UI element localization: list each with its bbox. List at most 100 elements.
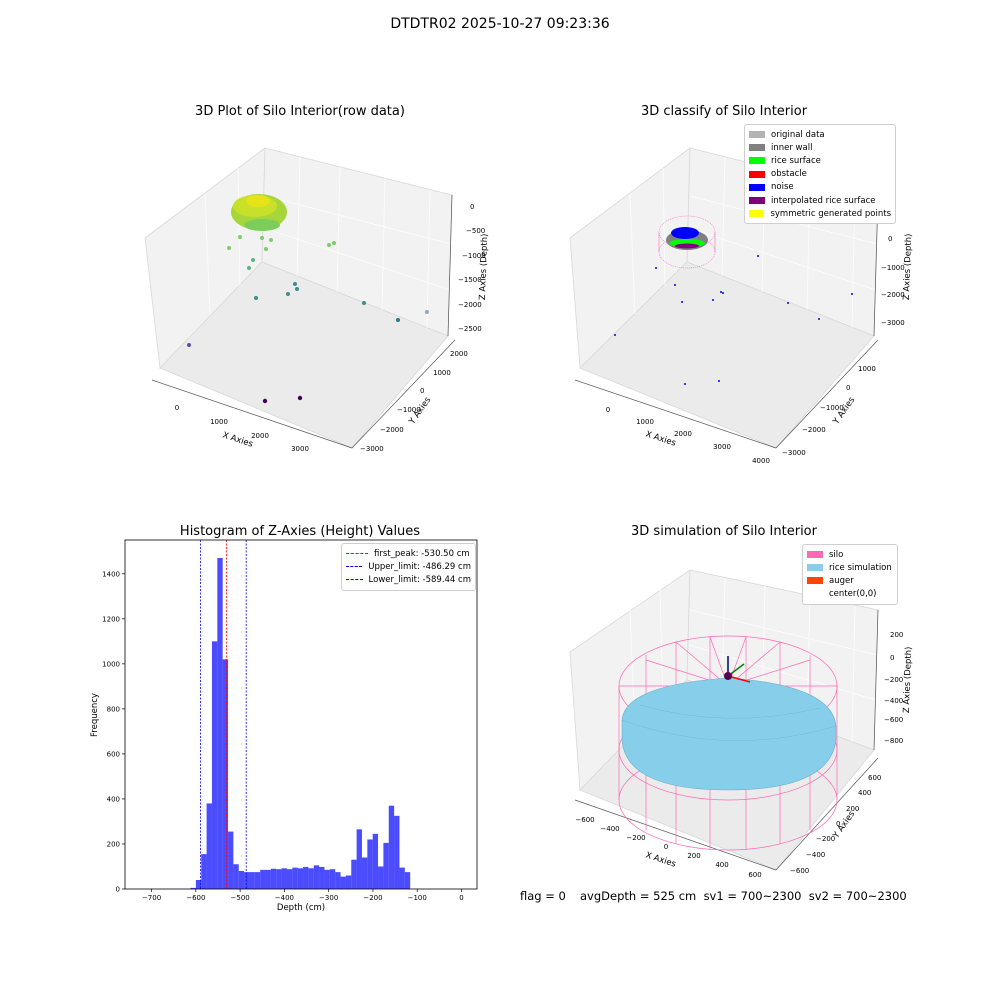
histogram-bar [265,869,271,889]
simulation-z-tick: −800 [884,737,903,745]
x-tick-label: −300 [319,894,338,902]
histogram-bar [399,867,405,889]
simulation-y-tick: 600 [868,774,881,782]
histogram-bar [190,887,196,889]
legend-entry: silo [807,548,893,561]
simulation-y-tick: −200 [816,835,835,843]
classify-x-tick: 1000 [636,418,654,426]
noise-point [722,292,724,294]
simulation-legend: silo rice simulation auger center(0,0) [802,544,898,605]
histogram-y-label: Frequency [90,693,100,737]
histogram-bar [297,868,304,889]
simulation-x-tick: 0 [664,843,668,851]
simulation-y-tick: −400 [806,851,825,859]
raw-point [260,236,264,240]
legend-label: first_peak: -530.50 cm [374,548,470,559]
y-tick-label: 800 [107,705,120,713]
legend-label: Lower_limit: -589.44 cm [368,574,471,585]
legend-label: original data [771,129,825,140]
raw-point [254,296,258,300]
histogram-x-label: Depth (cm) [277,903,325,913]
classify-y-tick: −2000 [802,426,826,434]
histogram-bar [292,867,298,889]
raw-point [262,398,268,404]
classify-z-tick: 0 [888,235,892,243]
histogram-bar [217,558,223,889]
noise-point [787,302,789,304]
simulation-x-tick: −600 [575,816,594,824]
y-tick-label: 400 [107,795,120,803]
legend-label: rice simulation [829,562,892,573]
legend-swatch [749,157,765,165]
legend-entry: first_peak: -530.50 cm [346,547,471,560]
legend-swatch [807,564,823,572]
histogram-legend: first_peak: -530.50 cm Upper_limit: -486… [341,543,476,591]
noise-point [851,293,853,295]
simulation-z-tick: 200 [890,631,903,639]
legend-swatch [749,131,765,139]
simulation-x-tick: −400 [600,825,619,833]
histogram-bar [195,879,202,889]
histogram-bar [345,875,352,889]
y-tick-label: 1000 [102,660,120,668]
noise-point [684,383,686,385]
histogram-bar [394,815,400,889]
histogram-bar [324,869,330,889]
raw-point [251,258,255,262]
classify-x-tick: 3000 [713,443,731,451]
classify-3d-plot: 0 1000 2000 3000 4000 1000 0 −1000 −2000… [569,147,914,465]
simulation-x-label: X Axies [644,850,677,869]
classify-x-tick: 4000 [752,457,770,465]
x-tick-label: −600 [186,894,205,902]
raw-plot-title: 3D Plot of Silo Interior(row data) [195,104,405,119]
y-tick-label: 1400 [102,570,120,578]
raw-x-tick: 3000 [291,445,309,453]
histogram-bar [388,805,395,889]
histogram-y-ticks: 0 200 400 600 800 1000 1200 1400 [102,570,125,894]
noise-point [757,255,759,257]
classify-legend: original data inner wall rice surface ob… [744,124,896,225]
legend-entry: rice surface [749,154,891,167]
raw-z-tick: −500 [466,227,485,235]
classify-noise-points [614,255,853,385]
simulation-rice-surface [621,677,837,791]
x-tick-label: −500 [231,894,250,902]
simulation-z-tick: −600 [884,716,903,724]
raw-scatter-points [187,235,429,404]
raw-point [269,238,273,242]
raw-point [238,235,242,239]
histogram-bar [222,659,229,889]
legend-swatch [749,170,765,178]
legend-label: silo [829,549,844,560]
noise-point [681,301,683,303]
simulation-x-tick: 600 [748,871,761,879]
noise-point [655,267,657,269]
noise-point [674,284,676,286]
legend-label: symmetric generated points [770,208,891,219]
histogram-bar [254,872,261,889]
histogram-bar [228,831,234,889]
legend-label: obstacle [771,169,807,180]
classify-silo-cylinder [658,215,716,269]
raw-y-tick: −1000 [397,406,421,414]
raw-z-tick: 0 [470,203,474,211]
legend-entry: interpolated rice surface [749,194,891,207]
legend-entry: auger [807,574,893,587]
histogram-bar [378,866,384,889]
legend-entry: symmetric generated points [749,207,891,220]
raw-y-tick: −3000 [360,445,384,453]
raw-x-tick: 2000 [251,432,269,440]
simulation-z-tick: −400 [884,697,903,705]
histogram-bar [244,872,250,889]
classify-x-tick: 2000 [674,430,692,438]
simulation-y-tick: 400 [858,789,871,797]
simulation-y-tick: 0 [836,820,840,828]
legend-line [346,566,363,568]
noise-point [818,318,820,320]
legend-entry: Lower_limit: -589.44 cm [346,573,471,586]
legend-label: interpolated rice surface [771,195,876,206]
simulation-3d-plot: −600 −400 −200 0 200 400 600 600 400 200… [569,569,914,879]
noise-point [720,291,722,293]
histogram-bar [335,872,341,889]
legend-swatch [807,551,823,559]
